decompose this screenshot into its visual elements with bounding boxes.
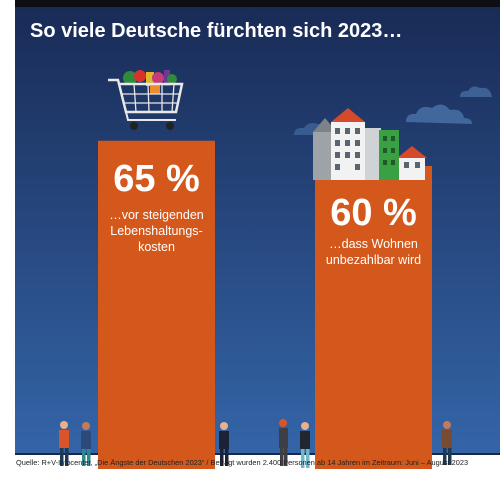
people-icon: [59, 419, 452, 468]
bar-1: [98, 140, 215, 469]
chart-title: So viele Deutsche fürchten sich 2023…: [30, 20, 403, 42]
bar-value-label-2: 60 %: [330, 192, 417, 234]
chart-area: [98, 140, 432, 469]
category-1-line-1: …vor steigenden: [109, 208, 204, 222]
bar-category-label-1: …vor steigenden Lebenshaltungs- kosten: [98, 207, 215, 255]
shopping-cart-icon: [108, 70, 184, 130]
footer-strip: [15, 471, 500, 482]
bar-category-label-2: …dass Wohnen unbezahlbar wird: [315, 236, 432, 268]
cloud-icon: [460, 86, 492, 97]
category-2-line-1: …dass Wohnen: [329, 237, 418, 251]
bar-value-label-1: 65 %: [113, 158, 200, 200]
source-note: Quelle: R+V-Infocenter, „Die Ängste der …: [16, 458, 469, 467]
cloud-icon: [406, 104, 472, 124]
houses-icon: [313, 108, 427, 180]
category-1-line-2: Lebenshaltungs-: [110, 224, 203, 238]
bar-2: [315, 166, 432, 469]
category-2-line-2: unbezahlbar wird: [325, 253, 422, 267]
category-1-line-3: kosten: [138, 240, 175, 254]
